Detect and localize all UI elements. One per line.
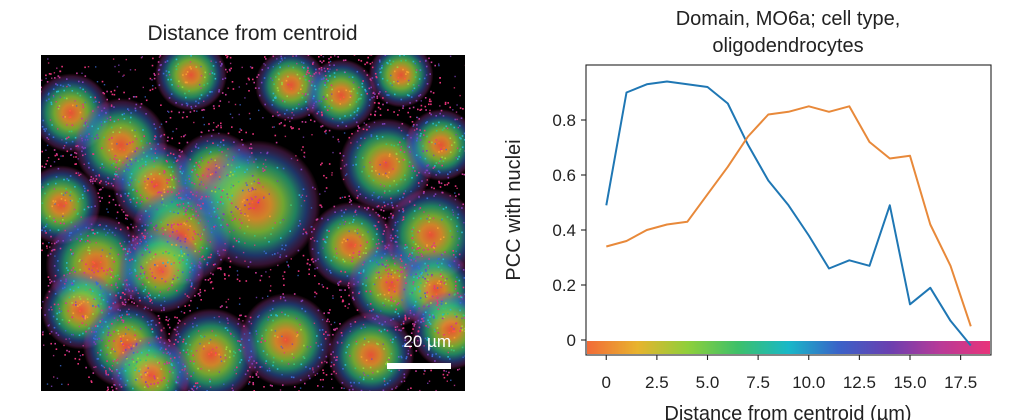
y-tick-label: 0.8 bbox=[552, 111, 576, 130]
x-tick-label: 17.5 bbox=[944, 373, 977, 392]
chart-title-line1: Domain, MO6a; cell type, bbox=[676, 8, 901, 30]
x-tick-label: 0 bbox=[602, 373, 611, 392]
scale-bar-label: 20 µm bbox=[403, 332, 451, 351]
distance-colorbar bbox=[587, 341, 990, 354]
x-tick-label: 12.5 bbox=[843, 373, 876, 392]
x-tick-label: 10.0 bbox=[792, 373, 825, 392]
chart-title-line2: oligodendrocytes bbox=[712, 35, 863, 57]
line-chart: Domain, MO6a; cell type, oligodendrocyte… bbox=[503, 8, 992, 420]
y-tick-label: 0.6 bbox=[552, 166, 576, 185]
scale-bar bbox=[387, 363, 451, 369]
image-title: Distance from centroid bbox=[147, 22, 358, 45]
series-line-orange bbox=[606, 105, 972, 327]
y-tick-label: 0.4 bbox=[552, 221, 576, 240]
x-tick-label: 7.5 bbox=[746, 373, 770, 392]
y-tick-label: 0.2 bbox=[552, 276, 576, 295]
y-axis-label: PCC with nuclei bbox=[503, 139, 525, 280]
x-tick-label: 2.5 bbox=[645, 373, 669, 392]
series-line-blue bbox=[605, 80, 972, 347]
x-tick-label: 5.0 bbox=[696, 373, 720, 392]
y-tick-label: 0 bbox=[567, 331, 576, 350]
distance-colormap-image bbox=[41, 55, 465, 391]
microscopy-image: 20 µm bbox=[41, 55, 465, 391]
x-axis-label: Distance from centroid (µm) bbox=[664, 403, 911, 420]
x-tick-label: 15.0 bbox=[893, 373, 926, 392]
plot-frame bbox=[585, 64, 992, 356]
